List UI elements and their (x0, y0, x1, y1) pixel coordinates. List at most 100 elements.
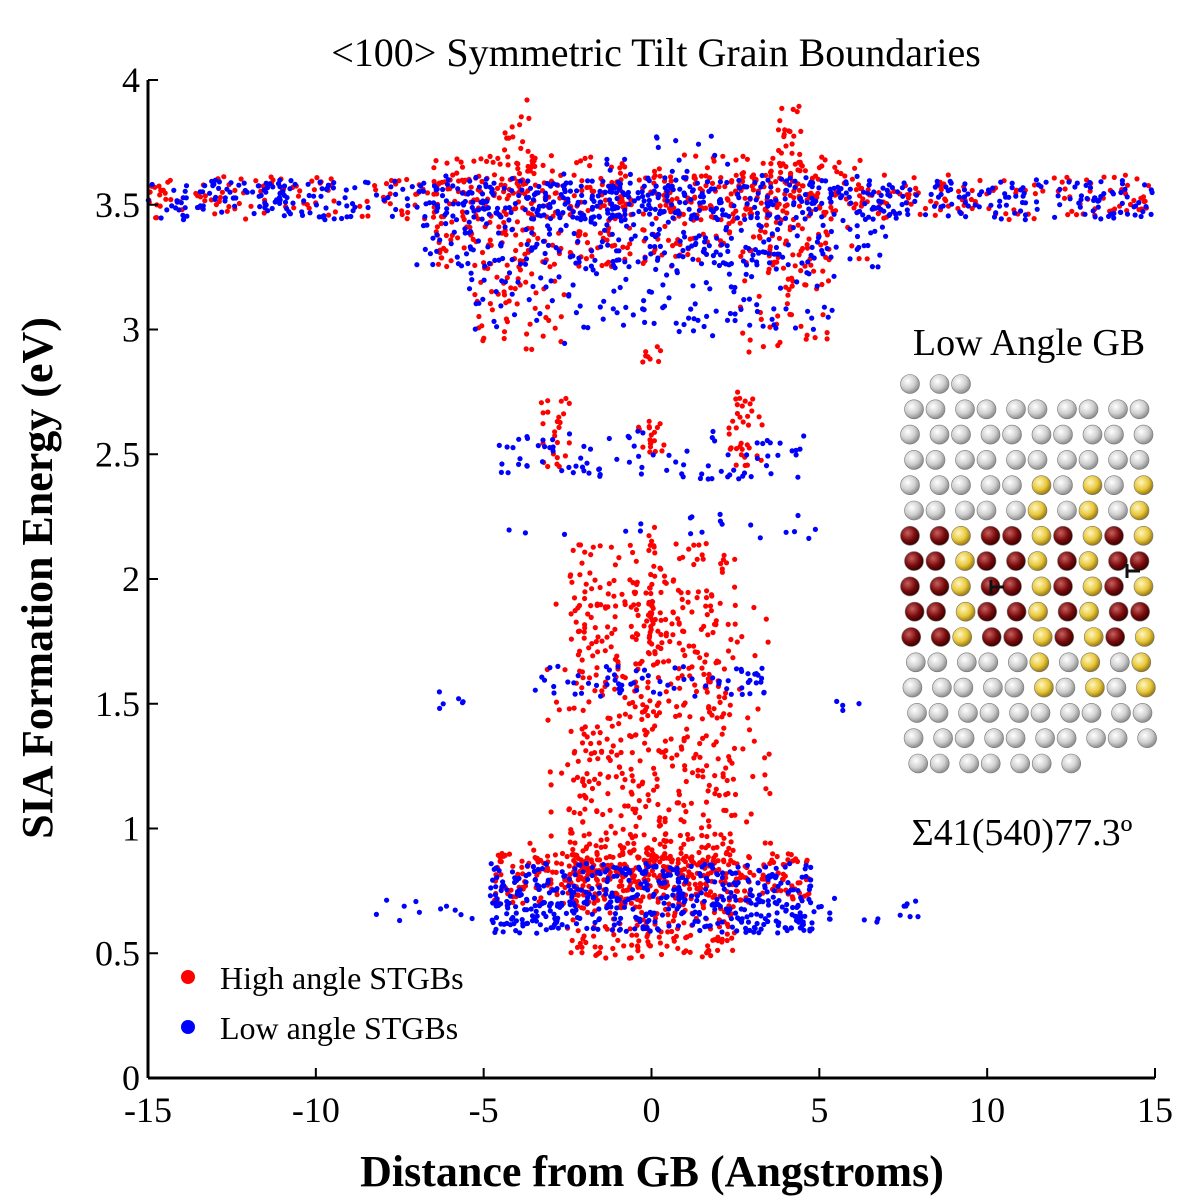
data-point (592, 776, 598, 783)
data-point (550, 444, 556, 450)
data-point (490, 877, 496, 883)
data-point (563, 910, 570, 917)
data-point (605, 242, 611, 248)
data-point (524, 434, 530, 440)
data-point (722, 183, 728, 190)
data-point (657, 421, 663, 427)
data-point (644, 729, 650, 736)
data-point (862, 201, 868, 207)
data-point (766, 237, 772, 243)
data-point (496, 868, 502, 874)
data-point (700, 249, 707, 255)
data-point (1033, 199, 1040, 205)
data-point (803, 336, 809, 342)
data-point (657, 243, 664, 249)
data-point (687, 184, 693, 190)
data-point (713, 739, 719, 745)
x-tick-label: 0 (643, 1090, 661, 1130)
data-point (583, 581, 589, 587)
data-point (582, 589, 588, 595)
data-point (532, 895, 538, 902)
data-point (721, 807, 727, 813)
data-point (723, 690, 729, 696)
data-point (221, 174, 227, 180)
data-point (943, 184, 949, 190)
y-tick-label: 2.5 (95, 434, 140, 474)
data-point (574, 188, 580, 194)
data-point (528, 212, 535, 218)
data-point (693, 153, 699, 159)
data-point (698, 825, 705, 831)
data-point (506, 851, 513, 857)
data-point (734, 888, 741, 894)
data-point (703, 603, 709, 609)
data-point (752, 653, 758, 659)
data-point (313, 202, 319, 208)
data-point (265, 185, 271, 191)
data-point (554, 461, 560, 467)
data-point (806, 896, 812, 903)
data-point (681, 152, 688, 158)
data-point (682, 652, 688, 659)
data-point (657, 565, 663, 571)
data-point (688, 800, 695, 806)
data-point (593, 876, 600, 882)
data-point (646, 533, 652, 539)
data-point (748, 206, 754, 212)
atom (1031, 475, 1052, 496)
data-point (689, 770, 696, 776)
atom (929, 525, 950, 546)
atom (1010, 753, 1031, 774)
data-point (571, 705, 577, 711)
data-point (590, 653, 596, 659)
data-point (656, 358, 662, 365)
atom (955, 399, 975, 420)
data-point (945, 172, 951, 178)
data-point (754, 455, 761, 461)
atom (904, 500, 924, 521)
data-point (642, 740, 648, 746)
data-point (212, 196, 218, 202)
data-point (783, 143, 789, 149)
data-point (178, 200, 184, 206)
data-point (789, 894, 796, 900)
data-point (606, 183, 612, 189)
data-point (277, 197, 283, 203)
data-point (443, 248, 449, 254)
data-point (1022, 200, 1029, 206)
data-point (464, 209, 470, 215)
data-point (487, 153, 493, 159)
data-point (365, 180, 371, 186)
data-point (496, 195, 502, 201)
data-point (875, 264, 881, 270)
data-point (733, 897, 739, 903)
data-point (796, 914, 803, 921)
data-point (751, 604, 757, 611)
data-point (690, 859, 696, 865)
data-point (479, 249, 486, 256)
data-point (531, 868, 538, 875)
atom (900, 424, 920, 445)
data-point (687, 714, 693, 720)
data-point (280, 188, 286, 194)
data-point (713, 308, 719, 314)
data-point (991, 214, 998, 220)
data-point (647, 356, 653, 362)
data-point (509, 124, 515, 130)
data-point (774, 259, 780, 265)
data-point (721, 857, 727, 863)
data-point (646, 651, 652, 657)
data-point (647, 698, 653, 704)
data-point (683, 175, 689, 181)
data-point (635, 190, 641, 196)
data-point (681, 229, 687, 235)
data-point (573, 921, 580, 927)
data-point (734, 639, 740, 645)
data-point (460, 699, 466, 705)
data-point (657, 678, 663, 685)
data-point (663, 202, 669, 208)
atom (1081, 703, 1102, 723)
data-point (607, 910, 613, 916)
data-point (809, 315, 815, 321)
data-point (643, 925, 649, 932)
